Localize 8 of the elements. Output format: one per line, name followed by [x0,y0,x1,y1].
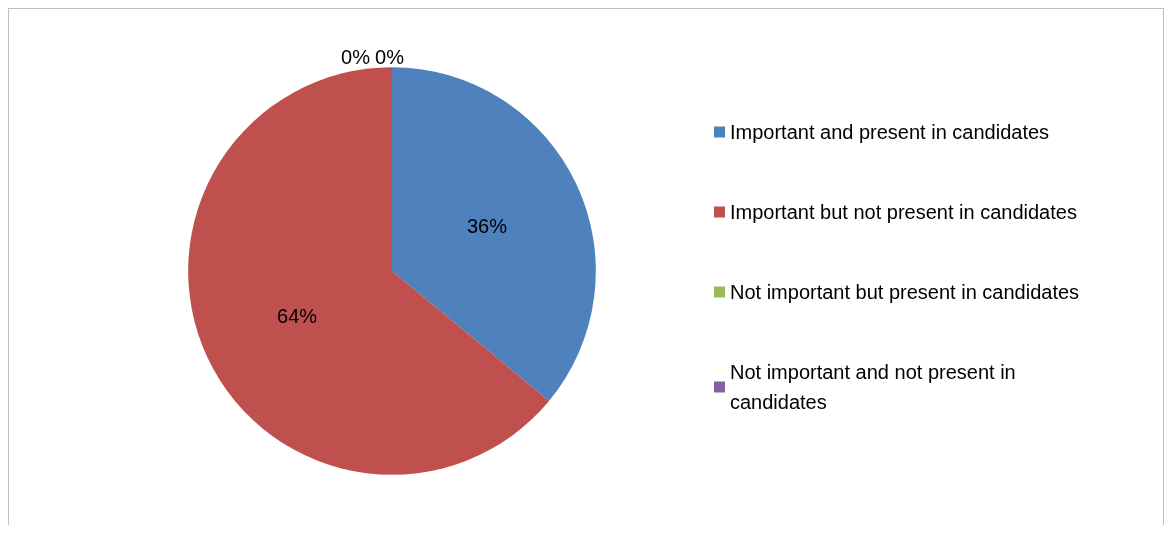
text: 0% [375,46,404,69]
text: 0% [341,46,370,69]
legend-label: Not important but present in candidates [730,281,1080,303]
data-label: 64% [277,304,318,327]
data-label: 36% [466,215,508,238]
legend-label: Important but not present in candidates [730,201,1077,223]
legend-label: Not important and not present in candidates [730,361,1022,413]
legend-label: Important and present in candidates [730,121,1050,143]
